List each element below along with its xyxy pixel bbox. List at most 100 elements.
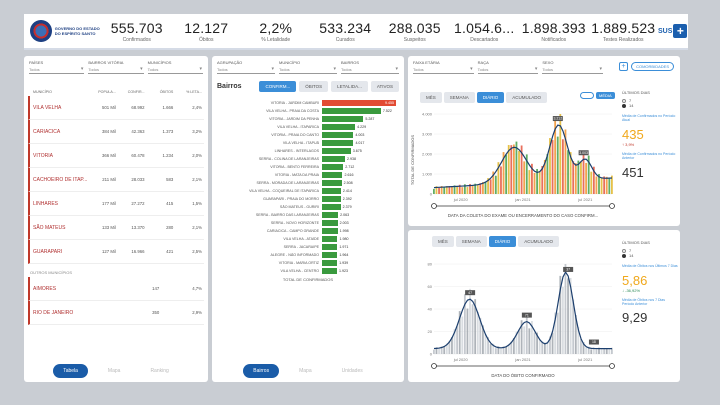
table-row[interactable]: CARIACICA 384 Mil 42.363 1.373 3,2% [28, 120, 204, 144]
bar-row[interactable]: VITORIA - BENTO FERREIRA 2.712 [212, 163, 396, 171]
days-option-7[interactable]: 7 [629, 98, 632, 103]
bar-row[interactable]: VITORIA - JARDIM CAMBURI 9.455 [212, 99, 396, 107]
bar-row[interactable]: VILA VELHA - ITAPARICA 4.229 [212, 123, 396, 131]
tab-mapa[interactable]: Mapa [107, 368, 121, 374]
bar[interactable] [322, 132, 354, 138]
average-toggle[interactable]: MÉDIA [580, 92, 615, 99]
bar-row[interactable]: VITORIA - MARIA ORTIZ 1.939 [212, 259, 396, 267]
radio-7-icon[interactable] [622, 248, 626, 253]
bar-row[interactable]: SERRA - COLINA DE LARANJEIRAS 2.938 [212, 155, 396, 163]
bar[interactable] [322, 116, 364, 122]
chip-1[interactable]: SEMANA [455, 236, 487, 247]
filter-select[interactable]: Todos [477, 65, 539, 74]
bar[interactable] [322, 236, 338, 242]
filter-select[interactable]: Todos [413, 65, 474, 74]
bar[interactable] [322, 164, 344, 170]
chip-0[interactable]: MÊS [432, 236, 454, 247]
filter-select[interactable]: Todos [279, 65, 337, 74]
filter-dropdown[interactable]: RAÇA Todos [477, 60, 539, 74]
bar-row[interactable]: VILA VELHA - ITAPUÃ 4.017 [212, 139, 396, 147]
bar[interactable] [322, 204, 341, 210]
filter-select[interactable]: Todos [542, 65, 604, 74]
filter-dropdown[interactable]: BAIRROS Todos [341, 60, 399, 74]
chip-1[interactable]: SEMANA [443, 92, 475, 103]
tab-unidades[interactable]: Unidades [341, 368, 363, 374]
range-slider-end-handle[interactable] [609, 363, 615, 369]
bar[interactable] [322, 196, 341, 202]
column-header[interactable]: % LETA... [186, 90, 202, 94]
filter-dropdown[interactable]: MUNICÍPIOS Todos [147, 60, 203, 74]
chip-0[interactable]: MÊS [420, 92, 442, 103]
filter-dropdown[interactable]: SEXO Todos [542, 60, 604, 74]
chip-3[interactable]: ACUMULADO [506, 92, 548, 103]
bar-row[interactable]: SERRA - NOVO HORIZONTE 2.003 [212, 219, 396, 227]
column-header[interactable]: ÓBITOS [159, 90, 174, 94]
bar-row[interactable]: GUARAPARI - PRAIA DO MORRO 2.392 [212, 195, 396, 203]
tab-tabela[interactable]: Tabela [53, 364, 88, 378]
days-option-14[interactable]: 14 [629, 103, 634, 108]
table-row[interactable]: LINHARES 177 Mil 27.272 415 1,5% [28, 192, 204, 216]
bar[interactable] [322, 252, 338, 258]
bar-row[interactable]: SERRA - MORADA DE LARANJEIRAS 2.508 [212, 179, 396, 187]
column-header[interactable]: CONFIR... [127, 90, 145, 94]
bar-row[interactable]: VILA VELHA - COQUEIRAL DE ITAPARICA 2.414 [212, 187, 396, 195]
column-header[interactable]: MUNICÍPIO [33, 90, 52, 94]
bar-row[interactable]: SERRA - BAIRRO DAS LARANJEIRAS 2.063 [212, 211, 396, 219]
bar[interactable] [322, 220, 338, 226]
range-slider-start-handle[interactable] [431, 363, 437, 369]
days-option-14[interactable]: 14 [629, 253, 634, 258]
toggle-switch[interactable] [580, 92, 594, 99]
table-row[interactable]: AIMORES 147 4,7% [28, 277, 204, 301]
table-row[interactable]: CACHOEIRO DE ITAP... 211 Mil 28.033 583 2,1% [28, 168, 204, 192]
bar[interactable] [322, 140, 354, 146]
column-header[interactable]: POPULA... [98, 90, 116, 94]
chip-1[interactable]: ÓBITOS [299, 81, 329, 92]
bar[interactable] [322, 244, 338, 250]
bar[interactable] [322, 260, 338, 266]
tab-ranking[interactable]: Ranking [150, 368, 169, 374]
bar[interactable] [322, 180, 342, 186]
chip-2[interactable]: DIÁRIO [476, 92, 505, 103]
bar[interactable] [322, 268, 338, 274]
filter-select[interactable]: Todos [29, 65, 85, 74]
bar-row[interactable]: VITORIA - PRAIA DO CANTO 4.003 [212, 131, 396, 139]
bar[interactable] [322, 188, 341, 194]
filter-dropdown[interactable]: PAÍSES Todos [29, 60, 85, 74]
days-option-7[interactable]: 7 [629, 248, 632, 253]
table-row[interactable]: GUARAPARI 127 Mil 16.966 421 2,5% [28, 240, 204, 264]
bar-row[interactable]: VILA VELHA - PRAIA DA COSTA 7.522 [212, 107, 396, 115]
range-slider-end-handle[interactable] [609, 203, 615, 209]
chip-0[interactable]: CONFIRM... [259, 81, 297, 92]
filter-dropdown[interactable]: MUNICÍPIO Todos [279, 60, 337, 74]
filter-dropdown[interactable]: BAIRROS VITÓRIA Todos [88, 60, 144, 74]
radio-14-icon[interactable] [622, 103, 626, 108]
bar-row[interactable]: SÃO MATEUS - GURIRI 2.379 [212, 203, 396, 211]
bar[interactable] [322, 108, 381, 114]
chip-2[interactable]: LETALIDA... [331, 81, 368, 92]
chip-2[interactable]: DIÁRIO [488, 236, 517, 247]
bar-row[interactable]: CARIACICA - CAMPO GRANDE 1.998 [212, 227, 396, 235]
comorbidities-button[interactable]: + COMORBIDADES [619, 62, 674, 71]
filter-dropdown[interactable]: AGRUPAÇÃO Todos [217, 60, 275, 74]
bar[interactable] [322, 100, 396, 106]
bar[interactable] [322, 228, 338, 234]
filter-dropdown[interactable]: FAIXA ETÁRIA Todos [413, 60, 474, 74]
radio-14-icon[interactable] [622, 253, 626, 258]
bar-row[interactable]: SERRA - JACARAIPE 1.971 [212, 243, 396, 251]
range-slider-start-handle[interactable] [431, 203, 437, 209]
bar-row[interactable]: VILA VELHA - ATAÍDE 1.980 [212, 235, 396, 243]
filter-select[interactable]: Todos [147, 65, 203, 74]
chip-3[interactable]: ATIVOS [370, 81, 399, 92]
tab-bairros[interactable]: Bairros [243, 364, 280, 378]
bar-row[interactable]: ALEGRE - NÃO INFORMADO 1.964 [212, 251, 396, 259]
table-row[interactable]: RIO DE JANEIRO 350 2,9% [28, 301, 204, 325]
filter-select[interactable]: Todos [341, 65, 399, 74]
tab-mapa[interactable]: Mapa [299, 368, 312, 374]
table-row[interactable]: SÃO MATEUS 133 Mil 13.370 280 2,1% [28, 216, 204, 240]
bar[interactable] [322, 172, 343, 178]
table-row[interactable]: VILA VELHA 501 Mil 68.992 1.666 2,4% [28, 96, 204, 120]
radio-7-icon[interactable] [622, 98, 626, 103]
bar[interactable] [322, 124, 356, 130]
bar-row[interactable]: VITORIA - MATA DA PRAIA 2.616 [212, 171, 396, 179]
bar-row[interactable]: VITORIA - JARDIM DA PENHA 5.287 [212, 115, 396, 123]
